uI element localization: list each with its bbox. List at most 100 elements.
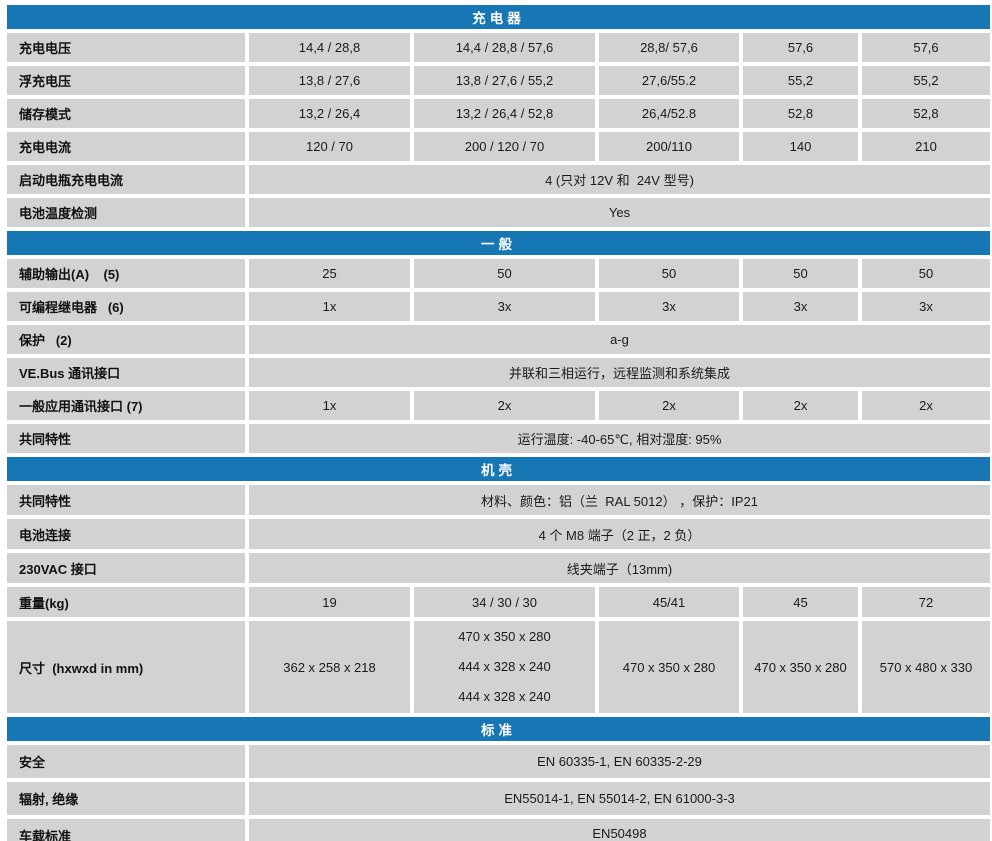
value-cell: 1x (249, 391, 410, 420)
row-battery-temp-sensor: 电池温度检测 Yes (7, 198, 990, 227)
value-cell: 2x (414, 391, 595, 420)
row-label: 安全 (7, 745, 245, 778)
row-label: 共同特性 (7, 424, 245, 453)
value-cell: 57,6 (743, 33, 858, 62)
value-cell-span: 并联和三相运行，远程监测和系统集成 (249, 358, 990, 387)
dimension-line: 444 x 328 x 240 (458, 659, 551, 674)
value-cell: 2x (743, 391, 858, 420)
value-cell: 200/110 (599, 132, 739, 161)
value-cell: 28,8/ 57,6 (599, 33, 739, 62)
row-programmable-relay: 可编程继电器 (6) 1x 3x 3x 3x 3x (7, 292, 990, 321)
value-cell: 50 (862, 259, 990, 288)
dimension-line: 444 x 328 x 240 (458, 689, 551, 704)
row-label: 储存模式 (7, 99, 245, 128)
row-label: 车载标准 (7, 819, 245, 841)
value-cell: 3x (862, 292, 990, 321)
row-label: 尺寸 (hxwxd in mm) (7, 621, 245, 713)
value-cell: 25 (249, 259, 410, 288)
row-general-comm-port: 一般应用通讯接口 (7) 1x 2x 2x 2x 2x (7, 391, 990, 420)
value-cell-span: 线夹端子（13mm) (249, 553, 990, 583)
row-label: 保护 (2) (7, 325, 245, 354)
row-weight: 重量(kg) 19 34 / 30 / 30 45/41 45 72 (7, 587, 990, 617)
value-cell-multiline: 470 x 350 x 280 444 x 328 x 240 444 x 32… (414, 621, 595, 713)
row-label: 可编程继电器 (6) (7, 292, 245, 321)
row-label: 浮充电压 (7, 66, 245, 95)
value-cell: 3x (414, 292, 595, 321)
value-cell-span: 4 个 M8 端子（2 正，2 负） (249, 519, 990, 549)
value-cell-span: EN50498 (249, 819, 990, 841)
value-cell-span: 4 (只对 12V 和 24V 型号) (249, 165, 990, 194)
row-battery-connection: 电池连接 4 个 M8 端子（2 正，2 负） (7, 519, 990, 549)
row-common-characteristics-general: 共同特性 运行温度: -40-65℃, 相对湿度: 95% (7, 424, 990, 453)
value-cell: 50 (599, 259, 739, 288)
row-label: VE.Bus 通讯接口 (7, 358, 245, 387)
row-label: 重量(kg) (7, 587, 245, 617)
value-cell: 140 (743, 132, 858, 161)
value-cell-span: EN 60335-1, EN 60335-2-29 (249, 745, 990, 778)
value-cell: 57,6 (862, 33, 990, 62)
row-dimensions: 尺寸 (hxwxd in mm) 362 x 258 x 218 470 x 3… (7, 621, 990, 713)
row-charge-current: 充电电流 120 / 70 200 / 120 / 70 200/110 140… (7, 132, 990, 161)
value-cell: 470 x 350 x 280 (599, 621, 739, 713)
value-cell: 2x (599, 391, 739, 420)
row-safety: 安全 EN 60335-1, EN 60335-2-29 (7, 745, 990, 778)
value-cell: 13,2 / 26,4 (249, 99, 410, 128)
value-cell: 13,8 / 27,6 / 55,2 (414, 66, 595, 95)
row-label: 电池温度检测 (7, 198, 245, 227)
row-common-characteristics-enclosure: 共同特性 材料、颜色：铝（兰 RAL 5012） ，保护：IP21 (7, 485, 990, 515)
value-cell-span: Yes (249, 198, 990, 227)
value-cell: 55,2 (743, 66, 858, 95)
row-float-voltage: 浮充电压 13,8 / 27,6 13,8 / 27,6 / 55,2 27,6… (7, 66, 990, 95)
row-starter-battery-charge-current: 启动电瓶充电电流 4 (只对 12V 和 24V 型号) (7, 165, 990, 194)
value-cell: 45 (743, 587, 858, 617)
value-cell-span: 材料、颜色：铝（兰 RAL 5012） ，保护：IP21 (249, 485, 990, 515)
value-cell: 3x (599, 292, 739, 321)
section-header-standards: 标准 (7, 717, 990, 741)
value-cell: 2x (862, 391, 990, 420)
value-cell: 13,8 / 27,6 (249, 66, 410, 95)
value-cell: 52,8 (862, 99, 990, 128)
row-label: 启动电瓶充电电流 (7, 165, 245, 194)
row-230vac-connection: 230VAC 接口 线夹端子（13mm) (7, 553, 990, 583)
row-automotive-directive: 车载标准 EN50498 (7, 819, 990, 841)
value-cell: 210 (862, 132, 990, 161)
row-label: 电池连接 (7, 519, 245, 549)
value-cell: 34 / 30 / 30 (414, 587, 595, 617)
row-label: 辅助输出(A) (5) (7, 259, 245, 288)
value-cell: 52,8 (743, 99, 858, 128)
row-label: 充电电流 (7, 132, 245, 161)
dimension-line: 470 x 350 x 280 (458, 629, 551, 644)
row-storage-mode: 储存模式 13,2 / 26,4 13,2 / 26,4 / 52,8 26,4… (7, 99, 990, 128)
value-cell: 362 x 258 x 218 (249, 621, 410, 713)
section-header-charger: 充电器 (7, 5, 990, 29)
row-label: 230VAC 接口 (7, 553, 245, 583)
value-cell: 14,4 / 28,8 / 57,6 (414, 33, 595, 62)
value-cell: 200 / 120 / 70 (414, 132, 595, 161)
value-cell: 72 (862, 587, 990, 617)
value-cell-span: a-g (249, 325, 990, 354)
value-cell: 470 x 350 x 280 (743, 621, 858, 713)
row-vebus-port: VE.Bus 通讯接口 并联和三相运行，远程监测和系统集成 (7, 358, 990, 387)
value-cell: 570 x 480 x 330 (862, 621, 990, 713)
value-cell-span: EN55014-1, EN 55014-2, EN 61000-3-3 (249, 782, 990, 815)
value-cell-span: 运行温度: -40-65℃, 相对湿度: 95% (249, 424, 990, 453)
value-cell: 50 (743, 259, 858, 288)
row-charge-voltage: 充电电压 14,4 / 28,8 14,4 / 28,8 / 57,6 28,8… (7, 33, 990, 62)
value-cell: 3x (743, 292, 858, 321)
value-cell: 19 (249, 587, 410, 617)
row-protection: 保护 (2) a-g (7, 325, 990, 354)
row-label: 辐射, 绝缘 (7, 782, 245, 815)
value-cell: 1x (249, 292, 410, 321)
row-aux-output: 辅助输出(A) (5) 25 50 50 50 50 (7, 259, 990, 288)
value-cell: 55,2 (862, 66, 990, 95)
value-cell: 50 (414, 259, 595, 288)
row-emission-immunity: 辐射, 绝缘 EN55014-1, EN 55014-2, EN 61000-3… (7, 782, 990, 815)
row-label: 充电电压 (7, 33, 245, 62)
value-cell: 13,2 / 26,4 / 52,8 (414, 99, 595, 128)
value-cell: 45/41 (599, 587, 739, 617)
value-cell: 26,4/52.8 (599, 99, 739, 128)
section-header-general: 一般 (7, 231, 990, 255)
section-header-enclosure: 机壳 (7, 457, 990, 481)
value-cell: 14,4 / 28,8 (249, 33, 410, 62)
